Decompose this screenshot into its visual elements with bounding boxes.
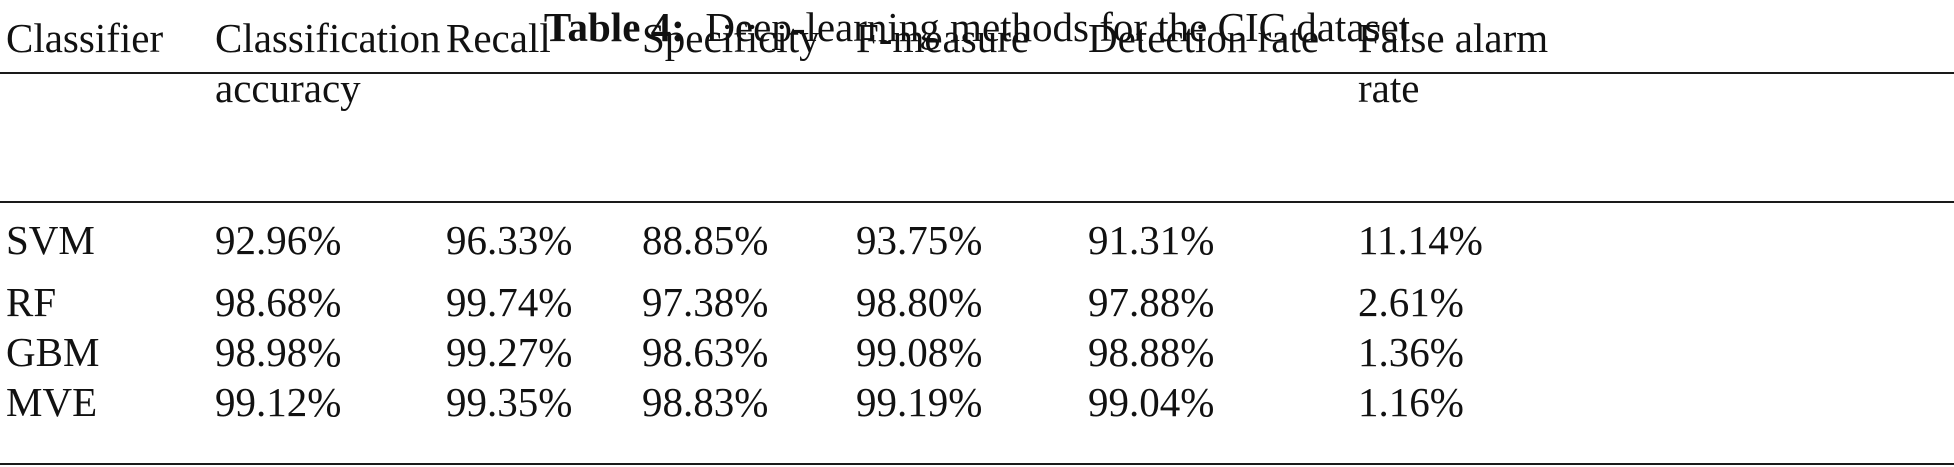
table-bottom-rule [0, 463, 1954, 465]
caption-spacer [0, 129, 1954, 203]
column-header-specificity: Specificity [642, 15, 820, 61]
table-header-rule [0, 201, 1954, 203]
column-header-detection-rate: Detection rate [1088, 15, 1320, 61]
table-row: RF 98.68% 99.74% 97.38% 98.80% 97.88% 2.… [0, 277, 1954, 327]
cell-detection-rate: 98.88% [1088, 329, 1215, 375]
cell-specificity: 88.85% [642, 217, 769, 263]
cell-false-alarm-rate: 2.61% [1358, 279, 1464, 325]
row-classifier: MVE [6, 379, 98, 425]
cell-f-measure: 93.75% [856, 217, 983, 263]
row-classifier: SVM [6, 217, 95, 263]
table-header-row: Classifier Classification accuracy Recal… [0, 0, 1954, 129]
column-header-f-measure: F-measure [856, 15, 1030, 61]
row-classifier: RF [6, 279, 57, 325]
cell-recall: 99.35% [446, 379, 573, 425]
cell-classification-accuracy: 99.12% [215, 379, 342, 425]
cell-f-measure: 98.80% [856, 279, 983, 325]
cell-false-alarm-rate: 1.16% [1358, 379, 1464, 425]
cell-false-alarm-rate: 11.14% [1358, 217, 1483, 263]
column-header-recall: Recall [446, 15, 551, 61]
column-header-false-alarm-rate: False alarm rate [1358, 15, 1549, 111]
cell-specificity: 98.83% [642, 379, 769, 425]
table-top-rule [0, 72, 1954, 74]
results-table: Classifier Classification accuracy Recal… [0, 0, 1954, 427]
cell-recall: 99.74% [446, 279, 573, 325]
cell-f-measure: 99.08% [856, 329, 983, 375]
cell-classification-accuracy: 98.98% [215, 329, 342, 375]
row-classifier: GBM [6, 329, 100, 375]
cell-detection-rate: 91.31% [1088, 217, 1215, 263]
table-row: SVM 92.96% 96.33% 88.85% 93.75% 91.31% 1… [0, 203, 1954, 277]
table-caption-label: Table 4: [543, 4, 685, 50]
cell-classification-accuracy: 92.96% [215, 217, 342, 263]
table-row: GBM 98.98% 99.27% 98.63% 99.08% 98.88% 1… [0, 327, 1954, 377]
cell-specificity: 98.63% [642, 329, 769, 375]
column-header-classification-accuracy: Classification accuracy [215, 15, 441, 111]
cell-specificity: 97.38% [642, 279, 769, 325]
cell-detection-rate: 97.88% [1088, 279, 1215, 325]
table-caption: Table 4: Deep-learning methods for the C… [0, 2, 1954, 52]
table-caption-text: Deep-learning methods for the CIC datase… [705, 4, 1411, 50]
cell-f-measure: 99.19% [856, 379, 983, 425]
column-header-classifier: Classifier [6, 15, 164, 61]
cell-false-alarm-rate: 1.36% [1358, 329, 1464, 375]
cell-recall: 96.33% [446, 217, 573, 263]
cell-detection-rate: 99.04% [1088, 379, 1215, 425]
table-row: MVE 99.12% 99.35% 98.83% 99.19% 99.04% 1… [0, 377, 1954, 427]
cell-classification-accuracy: 98.68% [215, 279, 342, 325]
cell-recall: 99.27% [446, 329, 573, 375]
